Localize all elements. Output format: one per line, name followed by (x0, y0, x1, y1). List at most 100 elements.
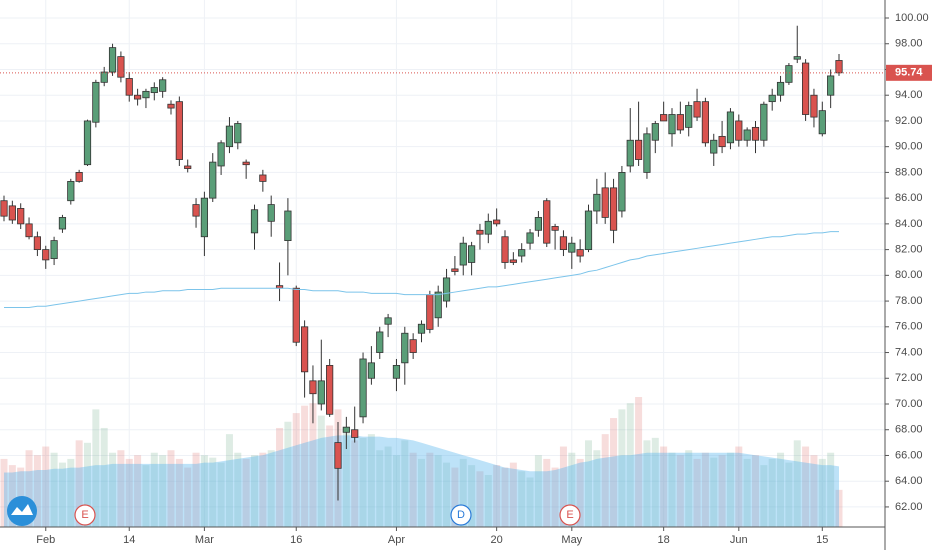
y-tick-label: 76.00 (895, 321, 923, 333)
candle-body (451, 268, 459, 272)
volume-pane (0, 397, 843, 527)
volume-bar (743, 458, 751, 527)
candle-body (392, 365, 401, 379)
y-tick-label: 94.00 (895, 89, 923, 101)
volume-bar (451, 467, 459, 527)
candle-body (676, 114, 684, 131)
candle-body (67, 181, 75, 202)
candle-body (342, 426, 350, 433)
candle-body (175, 101, 183, 160)
candle-body (526, 232, 534, 244)
candle-body (125, 78, 133, 96)
grid (0, 0, 885, 527)
volume-bar (835, 489, 843, 527)
candle-body (259, 174, 267, 182)
candle-body (42, 249, 50, 261)
y-tick-label: 78.00 (895, 295, 923, 307)
y-tick-label: 70.00 (895, 398, 923, 410)
volume-bar (434, 455, 442, 527)
candle-body (359, 358, 367, 418)
candle-body (735, 120, 743, 141)
candle-body (401, 332, 409, 364)
volume-bar (635, 397, 643, 527)
volume-bar (777, 452, 785, 527)
last-price-label: 95.74 (895, 67, 923, 79)
candle-body (493, 219, 501, 225)
candle-body (710, 139, 718, 154)
volume-bar (184, 467, 192, 527)
y-tick-label: 92.00 (895, 115, 923, 127)
volume-bar (401, 440, 409, 527)
candle-body (810, 94, 818, 118)
volume-bar (643, 440, 651, 527)
volume-bar (117, 450, 125, 527)
volume-bar (484, 475, 492, 527)
candle-body (668, 114, 676, 135)
candle-body (17, 208, 25, 225)
candle-body (167, 103, 175, 109)
volume-bar (543, 458, 551, 527)
candle-body (326, 365, 334, 415)
candle-body (8, 205, 16, 221)
y-tick-label: 62.00 (895, 501, 923, 513)
event-badge (450, 504, 472, 526)
x-tick-label: Mar (195, 534, 214, 546)
volume-bar (810, 455, 818, 527)
moving-average (4, 231, 839, 309)
candle-body (159, 79, 167, 92)
candle-body (217, 142, 225, 167)
last-price-badge (886, 64, 932, 81)
candle-body (718, 135, 726, 148)
candle-body (559, 236, 568, 251)
candle-body (150, 87, 158, 94)
volume-bar (67, 458, 75, 527)
volume-bar (359, 437, 367, 527)
candle-body (760, 103, 768, 141)
candle-body (618, 172, 626, 212)
volume-bar (326, 425, 334, 527)
volume-bar (827, 452, 835, 527)
candle-body (685, 105, 693, 128)
y-tick-label: 72.00 (895, 372, 923, 384)
candle-body (25, 223, 33, 238)
volume-bar (493, 465, 501, 527)
candle-body (743, 129, 751, 141)
volume-bar (251, 455, 258, 527)
candle-body (476, 229, 484, 235)
volume-bar (526, 477, 534, 527)
volume-bar (726, 452, 734, 527)
candle-body (802, 62, 810, 115)
candle-body (83, 120, 92, 166)
volume-bar (802, 446, 810, 527)
candle-body (33, 236, 42, 251)
candle-body (142, 90, 150, 99)
candle-body (92, 81, 100, 123)
event-badge (74, 504, 96, 526)
candle-body (133, 94, 142, 100)
candle-body (0, 200, 8, 217)
candle-body (467, 245, 476, 263)
x-tick-label: 15 (816, 534, 828, 546)
volume-bar (84, 442, 91, 527)
volume-bar (267, 450, 275, 527)
volume-bar (100, 427, 108, 527)
candle-body (250, 209, 259, 234)
volume-bar (651, 437, 659, 527)
candle-body (225, 125, 234, 148)
candle-body (501, 236, 509, 263)
volume-bar (660, 446, 668, 527)
candle-body (576, 249, 584, 257)
x-tick-label: Feb (36, 534, 55, 546)
candle-body (442, 277, 451, 302)
volume-bar (710, 457, 718, 527)
volume-bar (125, 458, 133, 527)
candle-body (593, 193, 601, 212)
candle-body (534, 217, 543, 231)
volume-bar (718, 455, 726, 527)
y-tick-label: 98.00 (895, 38, 923, 50)
candle-body (351, 429, 359, 438)
volume-bar (217, 462, 225, 527)
volume-bar (551, 467, 559, 527)
candle-body (376, 331, 384, 353)
volume-bar (468, 465, 476, 527)
